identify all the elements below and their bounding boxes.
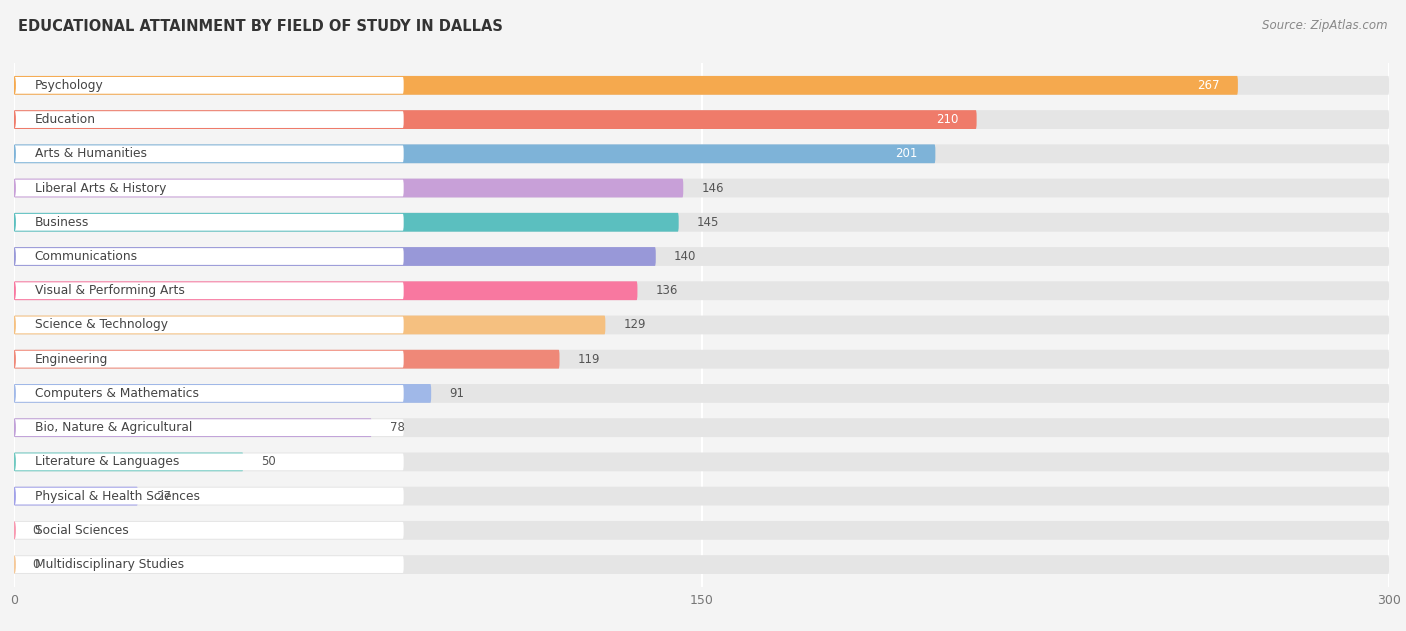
Text: Multidisciplinary Studies: Multidisciplinary Studies bbox=[35, 558, 184, 571]
Circle shape bbox=[13, 351, 15, 368]
Text: 50: 50 bbox=[262, 456, 277, 468]
Text: Communications: Communications bbox=[35, 250, 138, 263]
Text: 140: 140 bbox=[673, 250, 696, 263]
Text: Psychology: Psychology bbox=[35, 79, 104, 92]
Text: Business: Business bbox=[35, 216, 89, 229]
Text: Education: Education bbox=[35, 113, 96, 126]
FancyBboxPatch shape bbox=[14, 488, 404, 505]
Text: Computers & Mathematics: Computers & Mathematics bbox=[35, 387, 198, 400]
FancyBboxPatch shape bbox=[14, 282, 404, 299]
FancyBboxPatch shape bbox=[14, 145, 404, 162]
Text: 267: 267 bbox=[1197, 79, 1219, 92]
FancyBboxPatch shape bbox=[14, 487, 1389, 505]
FancyBboxPatch shape bbox=[14, 76, 1237, 95]
FancyBboxPatch shape bbox=[14, 316, 1389, 334]
Text: Bio, Nature & Agricultural: Bio, Nature & Agricultural bbox=[35, 421, 193, 434]
Text: Engineering: Engineering bbox=[35, 353, 108, 366]
FancyBboxPatch shape bbox=[14, 111, 404, 128]
FancyBboxPatch shape bbox=[14, 384, 432, 403]
Text: 210: 210 bbox=[936, 113, 959, 126]
FancyBboxPatch shape bbox=[14, 144, 1389, 163]
FancyBboxPatch shape bbox=[14, 247, 1389, 266]
FancyBboxPatch shape bbox=[14, 110, 977, 129]
FancyBboxPatch shape bbox=[14, 180, 404, 196]
Circle shape bbox=[13, 214, 15, 231]
FancyBboxPatch shape bbox=[14, 76, 1389, 95]
Text: 0: 0 bbox=[32, 558, 39, 571]
Circle shape bbox=[13, 317, 15, 333]
Circle shape bbox=[13, 522, 15, 539]
FancyBboxPatch shape bbox=[14, 316, 606, 334]
Text: 146: 146 bbox=[702, 182, 724, 194]
Text: Liberal Arts & History: Liberal Arts & History bbox=[35, 182, 166, 194]
Circle shape bbox=[13, 454, 15, 470]
FancyBboxPatch shape bbox=[14, 213, 679, 232]
Text: Source: ZipAtlas.com: Source: ZipAtlas.com bbox=[1263, 19, 1388, 32]
Circle shape bbox=[13, 145, 15, 162]
FancyBboxPatch shape bbox=[14, 214, 404, 231]
FancyBboxPatch shape bbox=[14, 454, 404, 470]
Circle shape bbox=[13, 488, 15, 505]
FancyBboxPatch shape bbox=[14, 281, 637, 300]
FancyBboxPatch shape bbox=[14, 452, 243, 471]
Text: Visual & Performing Arts: Visual & Performing Arts bbox=[35, 284, 184, 297]
FancyBboxPatch shape bbox=[14, 384, 1389, 403]
Circle shape bbox=[13, 77, 15, 94]
Text: 119: 119 bbox=[578, 353, 600, 366]
FancyBboxPatch shape bbox=[14, 350, 1389, 369]
Text: 129: 129 bbox=[624, 319, 647, 331]
Circle shape bbox=[13, 180, 15, 196]
FancyBboxPatch shape bbox=[14, 555, 1389, 574]
Text: 201: 201 bbox=[894, 147, 917, 160]
FancyBboxPatch shape bbox=[14, 385, 404, 402]
Text: Literature & Languages: Literature & Languages bbox=[35, 456, 179, 468]
FancyBboxPatch shape bbox=[14, 350, 560, 369]
FancyBboxPatch shape bbox=[14, 521, 1389, 540]
Text: 91: 91 bbox=[450, 387, 464, 400]
FancyBboxPatch shape bbox=[14, 317, 404, 333]
Text: 136: 136 bbox=[655, 284, 678, 297]
Text: 0: 0 bbox=[32, 524, 39, 537]
Circle shape bbox=[13, 282, 15, 299]
Text: Arts & Humanities: Arts & Humanities bbox=[35, 147, 146, 160]
Text: 145: 145 bbox=[697, 216, 720, 229]
Text: EDUCATIONAL ATTAINMENT BY FIELD OF STUDY IN DALLAS: EDUCATIONAL ATTAINMENT BY FIELD OF STUDY… bbox=[18, 19, 503, 34]
FancyBboxPatch shape bbox=[14, 556, 404, 573]
FancyBboxPatch shape bbox=[14, 452, 1389, 471]
Circle shape bbox=[13, 556, 15, 573]
FancyBboxPatch shape bbox=[14, 110, 1389, 129]
FancyBboxPatch shape bbox=[14, 179, 683, 198]
Circle shape bbox=[13, 111, 15, 128]
FancyBboxPatch shape bbox=[14, 213, 1389, 232]
Text: 27: 27 bbox=[156, 490, 172, 503]
Text: Social Sciences: Social Sciences bbox=[35, 524, 128, 537]
FancyBboxPatch shape bbox=[14, 351, 404, 368]
FancyBboxPatch shape bbox=[14, 179, 1389, 198]
FancyBboxPatch shape bbox=[14, 419, 404, 436]
FancyBboxPatch shape bbox=[14, 248, 404, 265]
Circle shape bbox=[13, 419, 15, 436]
Text: Physical & Health Sciences: Physical & Health Sciences bbox=[35, 490, 200, 503]
FancyBboxPatch shape bbox=[14, 281, 1389, 300]
FancyBboxPatch shape bbox=[14, 247, 655, 266]
FancyBboxPatch shape bbox=[14, 418, 1389, 437]
FancyBboxPatch shape bbox=[14, 418, 371, 437]
FancyBboxPatch shape bbox=[14, 144, 935, 163]
Text: Science & Technology: Science & Technology bbox=[35, 319, 167, 331]
Circle shape bbox=[13, 385, 15, 402]
FancyBboxPatch shape bbox=[14, 487, 138, 505]
Text: 78: 78 bbox=[389, 421, 405, 434]
Circle shape bbox=[13, 248, 15, 265]
FancyBboxPatch shape bbox=[14, 77, 404, 94]
FancyBboxPatch shape bbox=[14, 522, 404, 539]
